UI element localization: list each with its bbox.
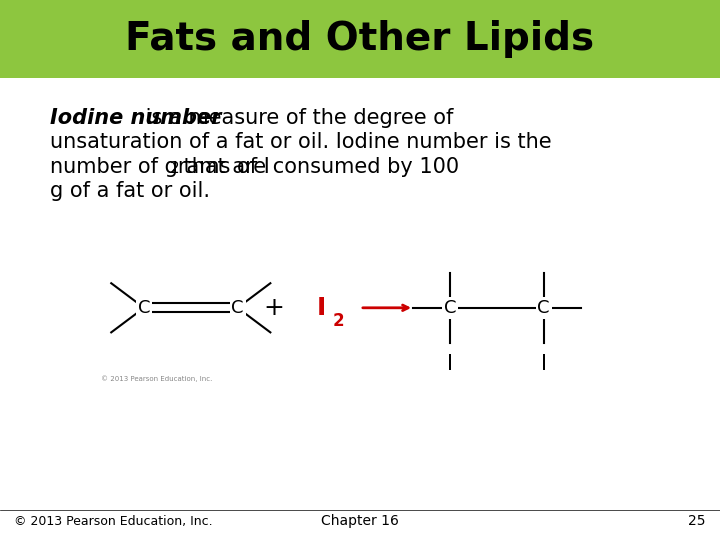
Text: 25: 25 [688,514,706,528]
Text: Fats and Other Lipids: Fats and Other Lipids [125,21,595,58]
Text: © 2013 Pearson Education, Inc.: © 2013 Pearson Education, Inc. [14,515,213,528]
Text: C: C [231,299,244,317]
Text: C: C [537,299,550,317]
Text: g of a fat or oil.: g of a fat or oil. [50,181,210,201]
FancyBboxPatch shape [0,0,720,78]
Text: 2: 2 [333,312,344,330]
Text: C: C [444,299,456,317]
Text: C: C [138,299,150,317]
Text: I: I [541,354,546,375]
Text: I: I [317,296,326,320]
Text: +: + [264,296,284,320]
Text: number of grams of I: number of grams of I [50,157,270,177]
Text: Chapter 16: Chapter 16 [321,514,399,528]
Text: © 2013 Pearson Education, Inc.: © 2013 Pearson Education, Inc. [101,375,212,382]
Text: 2: 2 [170,161,179,176]
Text: that are consumed by 100: that are consumed by 100 [177,157,459,177]
Text: Iodine number: Iodine number [50,108,222,128]
Text: I: I [447,354,453,375]
Text: unsaturation of a fat or oil. Iodine number is the: unsaturation of a fat or oil. Iodine num… [50,132,552,152]
Text: is a measure of the degree of: is a measure of the degree of [140,108,454,128]
